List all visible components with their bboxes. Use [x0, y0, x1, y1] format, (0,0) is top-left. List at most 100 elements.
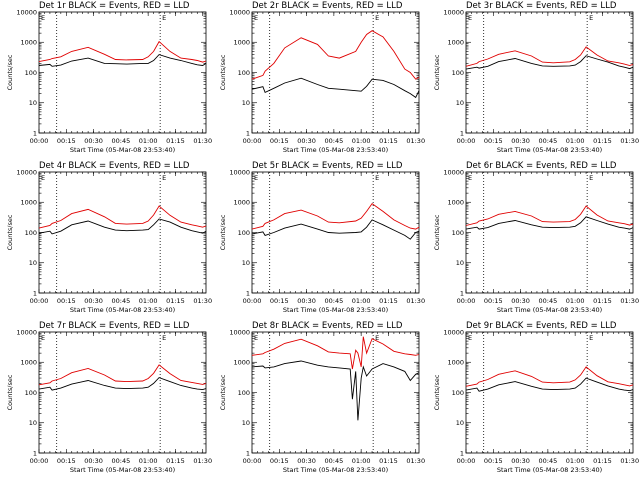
y-tick-label: 1000 [447, 359, 464, 367]
y-tick-label: 1 [460, 129, 464, 137]
x-tick-label: 00:00 [30, 137, 49, 145]
x-axis-label: Start Time (05-Mar-08 23:53:40) [497, 466, 602, 474]
x-tick-label: 00:00 [457, 137, 476, 145]
x-axis-label: Start Time (05-Mar-08 23:53:40) [497, 146, 602, 154]
corner-mark-left: E [254, 334, 258, 342]
x-tick-label: 00:00 [457, 457, 476, 465]
panel-det-5: Det 5r BLACK = Events, RED = LLD 1 10 100 10… [219, 161, 425, 314]
y-tick-label: 1000 [20, 39, 37, 47]
y-tick-label: 10 [29, 99, 37, 107]
x-tick-label: 00:30 [297, 457, 316, 465]
x-axis-label: Start Time (05-Mar-08 23:53:40) [283, 146, 388, 154]
y-tick-label: 1000 [233, 39, 250, 47]
y-axis-label: Counts/sec [6, 214, 14, 250]
y-tick-label: 10000 [229, 8, 250, 16]
corner-mark-right: E [589, 334, 593, 342]
x-tick-label: 00:45 [324, 137, 343, 145]
corner-mark-left: E [41, 334, 45, 342]
y-tick-label: 10 [29, 259, 37, 267]
y-tick-label: 1 [460, 289, 464, 297]
panel-det-8: Det 8r BLACK = Events, RED = LLD 1 10 100 10… [219, 321, 425, 474]
y-tick-label: 100 [238, 229, 250, 237]
x-tick-label: 01:00 [352, 297, 371, 305]
y-tick-label: 100 [238, 389, 250, 397]
x-tick-label: 00:30 [511, 297, 530, 305]
series-events-line [251, 360, 420, 421]
y-axis-label: Counts/sec [6, 54, 14, 90]
x-tick-label: 01:15 [593, 297, 612, 305]
y-axis-label: Counts/sec [6, 374, 14, 410]
series-lld-line [251, 336, 420, 370]
corner-mark-right: E [162, 174, 166, 182]
panel-det-2: Det 2r BLACK = Events, RED = LLD 1 10 100 10… [219, 1, 425, 154]
y-tick-label: 100 [452, 389, 464, 397]
panel-title: Det 7r BLACK = Events, RED = LLD [39, 321, 190, 331]
panel-title: Det 8r BLACK = Events, RED = LLD [252, 321, 403, 331]
y-tick-label: 100 [25, 69, 37, 77]
x-tick-label: 01:00 [566, 297, 585, 305]
plot-frame [251, 331, 420, 454]
series-lld-line [38, 364, 207, 386]
x-tick-label: 01:00 [352, 457, 371, 465]
x-tick-label: 01:00 [566, 457, 585, 465]
y-tick-label: 10000 [16, 8, 37, 16]
panel-det-7: Det 7r BLACK = Events, RED = LLD 1 10 100 10… [6, 321, 212, 474]
plot-frame [465, 171, 634, 294]
y-tick-label: 1000 [447, 199, 464, 207]
series-lld-line [465, 46, 634, 67]
y-axis-label: Counts/sec [433, 214, 441, 250]
panel-title: Det 6r BLACK = Events, RED = LLD [466, 161, 617, 171]
x-tick-label: 00:15 [484, 297, 503, 305]
corner-mark-left: E [468, 334, 472, 342]
y-tick-label: 10 [456, 419, 464, 427]
x-tick-label: 00:30 [84, 137, 103, 145]
x-tick-label: 01:30 [620, 457, 639, 465]
x-tick-label: 00:45 [111, 137, 130, 145]
series-lld-line [251, 202, 420, 230]
panel-det-6: Det 6r BLACK = Events, RED = LLD 1 10 100 10… [433, 161, 639, 314]
x-tick-label: 00:45 [324, 297, 343, 305]
x-tick-label: 00:45 [111, 457, 130, 465]
x-tick-label: 01:15 [593, 457, 612, 465]
corner-mark-right: E [375, 174, 379, 182]
x-tick-label: 00:00 [30, 457, 49, 465]
y-tick-label: 10 [242, 419, 250, 427]
series-events-line [465, 55, 634, 70]
panel-det-1: Det 1r BLACK = Events, RED = LLD 1 10 100 10… [6, 1, 212, 154]
y-tick-label: 100 [452, 229, 464, 237]
panel-title: Det 3r BLACK = Events, RED = LLD [466, 1, 617, 11]
plot-frame [465, 331, 634, 454]
x-tick-label: 01:00 [139, 297, 158, 305]
y-tick-label: 1000 [20, 359, 37, 367]
x-tick-label: 00:15 [57, 457, 76, 465]
x-tick-label: 00:45 [324, 457, 343, 465]
series-lld-line [38, 205, 207, 229]
x-tick-label: 00:15 [57, 137, 76, 145]
corner-mark-right: E [375, 14, 379, 22]
corner-mark-left: E [41, 14, 45, 22]
y-tick-label: 1 [33, 129, 37, 137]
y-tick-label: 100 [238, 69, 250, 77]
y-tick-label: 10000 [443, 328, 464, 336]
y-tick-label: 10 [242, 99, 250, 107]
corner-mark-right: E [589, 14, 593, 22]
y-tick-label: 10 [456, 259, 464, 267]
y-axis-label: Counts/sec [219, 214, 227, 250]
x-tick-label: 01:30 [620, 137, 639, 145]
x-tick-label: 00:45 [538, 297, 557, 305]
y-axis-label: Counts/sec [433, 374, 441, 410]
corner-mark-right: E [375, 334, 379, 342]
corner-mark-left: E [41, 174, 45, 182]
y-tick-label: 10000 [16, 328, 37, 336]
x-tick-label: 00:30 [297, 137, 316, 145]
x-tick-label: 00:15 [484, 137, 503, 145]
y-tick-label: 100 [452, 69, 464, 77]
series-lld-line [38, 40, 207, 63]
x-tick-label: 00:15 [270, 457, 289, 465]
x-tick-label: 00:15 [484, 457, 503, 465]
x-tick-label: 00:45 [111, 297, 130, 305]
y-tick-label: 10 [29, 419, 37, 427]
x-tick-label: 00:30 [84, 457, 103, 465]
x-tick-label: 00:15 [57, 297, 76, 305]
